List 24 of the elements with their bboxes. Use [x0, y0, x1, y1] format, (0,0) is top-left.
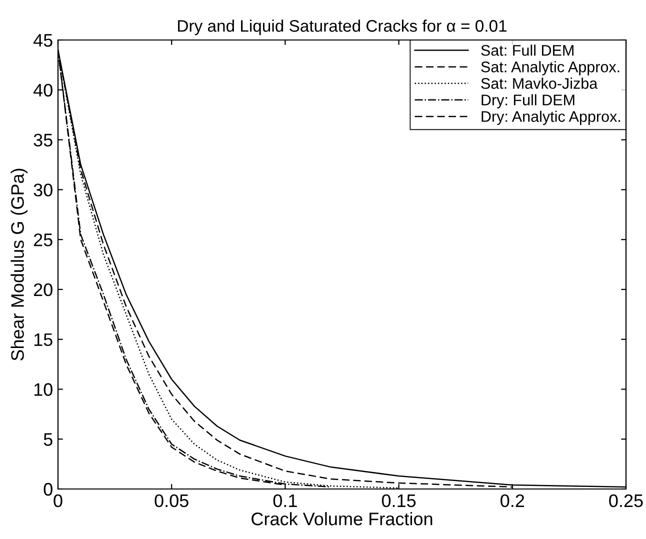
legend-label: Dry: Analytic Approx.: [482, 110, 620, 125]
legend-label: Sat: Analytic Approx.: [481, 61, 620, 76]
chart-title: Dry and Liquid Saturated Cracks for α = 0.01: [178, 20, 507, 36]
y-tick-label: 40: [33, 84, 52, 97]
y-tick-label: 25: [34, 233, 52, 246]
y-tick-label: 45: [33, 34, 52, 47]
y-tick-label: 15: [34, 333, 52, 346]
x-tick-label: 0.25: [609, 494, 643, 508]
x-tick-label: 0.1: [273, 494, 297, 508]
x-axis-title: Crack Volume Fraction: [252, 512, 432, 526]
x-tick-label: 0: [54, 494, 62, 508]
y-tick-label: 10: [34, 383, 52, 396]
y-tick-label: 5: [44, 433, 52, 446]
y-tick-label: 20: [34, 283, 52, 296]
y-axis-title: Shear Modulus G (GPa): [10, 168, 28, 361]
y-tick-label: 0: [44, 482, 52, 496]
x-tick-label: 0.2: [500, 494, 524, 508]
y-tick-label: 30: [34, 184, 52, 196]
x-tick-label: 0.15: [382, 494, 416, 508]
legend-label: Dry: Full DEM: [482, 94, 574, 108]
y-tick-label: 35: [34, 134, 52, 146]
legend-label: Sat: Full DEM: [481, 44, 574, 56]
legend-label: Sat: Mavko-Jizba: [481, 78, 598, 89]
x-tick-label: 0.05: [154, 494, 188, 508]
